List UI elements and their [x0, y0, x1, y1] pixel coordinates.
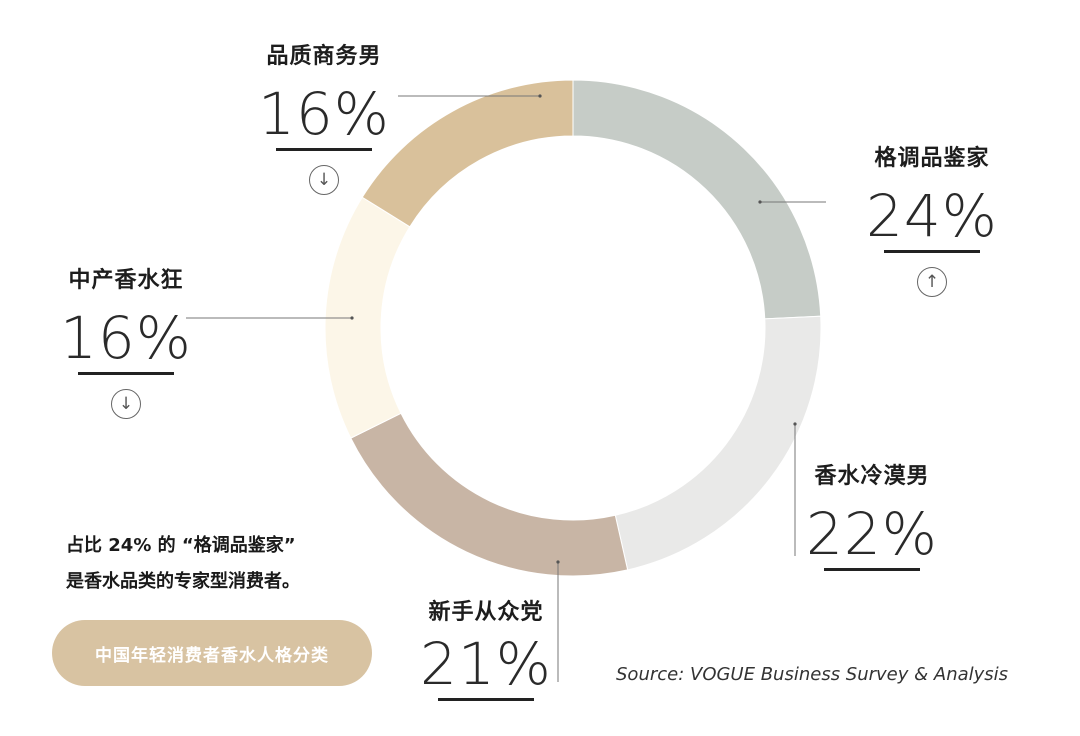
slice-name: 中产香水狂 [68, 268, 184, 293]
percent-underline [883, 250, 980, 253]
percent-underline [275, 148, 372, 151]
slice-label-ge-tiao: 格调品鉴家 24% ↑ [866, 140, 998, 297]
slice-percent: 16% [60, 304, 192, 372]
slice-name: 品质商务男 [266, 44, 382, 69]
percent-underline [77, 372, 174, 375]
donut-slice-1 [614, 315, 822, 571]
donut-slice-0 [572, 79, 822, 320]
slice-name: 香水冷漠男 [814, 464, 930, 489]
donut-slice-4 [361, 79, 574, 228]
up-arrow-icon: ↑ [916, 267, 947, 297]
leader-line-3-end-dot [350, 316, 354, 320]
leader-line-4-end-dot [538, 94, 542, 98]
slice-percent: 22% [806, 500, 938, 568]
down-arrow-icon: ↓ [110, 389, 141, 419]
source-note: Source: VOGUE Business Survey & Analysis [616, 664, 1009, 685]
leader-line-0-end-dot [758, 200, 762, 204]
slice-percent: 24% [866, 182, 998, 250]
donut-slice-2 [350, 412, 629, 577]
percent-underline [437, 698, 534, 701]
slice-label-zhong-chan: 中产香水狂 16% ↓ [60, 262, 192, 419]
slice-label-pin-zhi: 品质商务男 16% ↓ [258, 38, 390, 195]
note-line-2: 是香水品类的专家型消费者。 [66, 571, 300, 592]
note-line-1: 占比 24% 的 “格调品鉴家” [66, 535, 296, 556]
chart-note: 占比 24% 的 “格调品鉴家” 是香水品类的专家型消费者。 [66, 528, 300, 600]
down-arrow-icon: ↓ [308, 165, 339, 195]
slice-label-xiang-shui: 香水冷漠男 22% [806, 458, 938, 571]
slice-name: 格调品鉴家 [874, 146, 990, 171]
slice-percent: 21% [420, 630, 552, 698]
category-pill: 中国年轻消费者香水人格分类 [52, 620, 372, 686]
leader-line-1-end-dot [793, 422, 797, 426]
slice-label-xin-shou: 新手从众党 21% [420, 594, 552, 701]
slice-name: 新手从众党 [428, 600, 544, 625]
percent-underline [823, 568, 920, 571]
slice-percent: 16% [258, 80, 390, 148]
leader-line-2-end-dot [556, 560, 560, 564]
